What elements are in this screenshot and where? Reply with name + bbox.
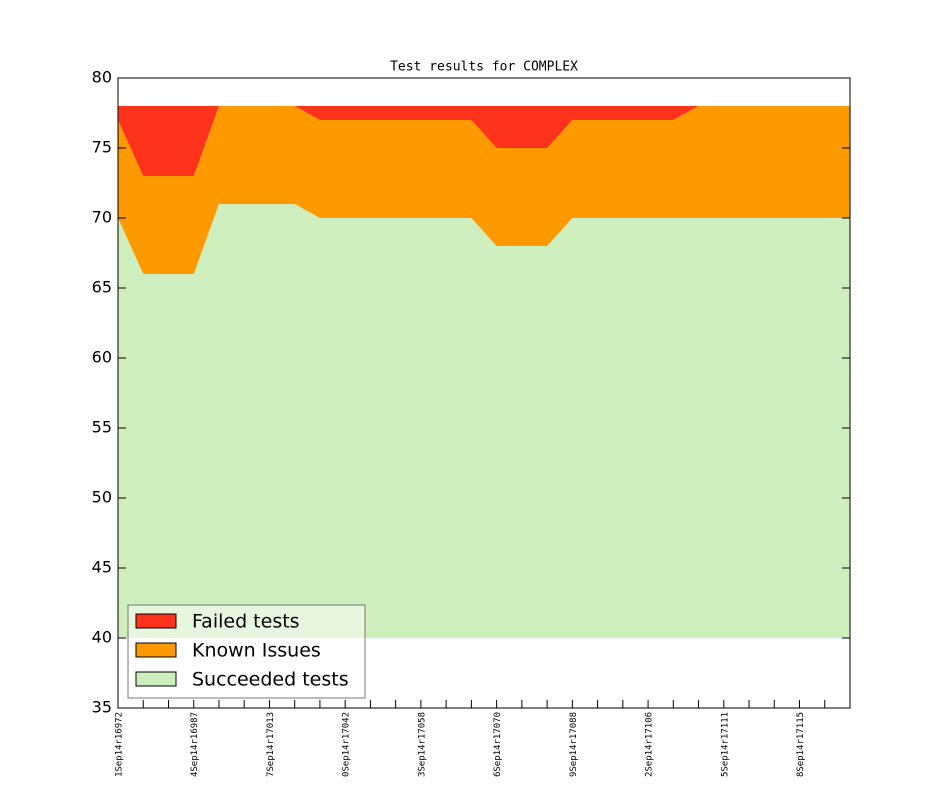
y-tick-label: 75 xyxy=(92,138,112,157)
y-tick-label: 60 xyxy=(92,348,112,367)
y-tick-label: 65 xyxy=(92,278,112,297)
x-tick-label: 5Sep14r17111 xyxy=(720,712,730,777)
plot-frame xyxy=(117,77,851,709)
x-tick-label: 9Sep14r17088 xyxy=(569,712,579,777)
x-tick-label: 8Sep14r17115 xyxy=(796,712,806,777)
area xyxy=(118,204,850,638)
x-tick-label: 0Sep14r17042 xyxy=(342,712,352,777)
legend: Failed tests Known Issues Succeeded tests xyxy=(127,604,366,699)
legend-swatch xyxy=(135,613,177,629)
legend-swatch xyxy=(135,671,177,687)
y-tick-label: 70 xyxy=(92,208,112,227)
area xyxy=(118,106,850,274)
y-tick-label: 35 xyxy=(92,698,112,717)
y-tick-label: 50 xyxy=(92,488,112,507)
x-tick-label: 7Sep14r17013 xyxy=(266,712,276,777)
y-tick-label: 55 xyxy=(92,418,112,437)
legend-label: Known Issues xyxy=(192,640,321,662)
legend-label: Succeeded tests xyxy=(192,669,349,691)
y-tick-label: 80 xyxy=(92,68,112,87)
x-tick-label: 3Sep14r17058 xyxy=(417,712,427,777)
x-tick-label: 6Sep14r17070 xyxy=(493,712,503,777)
y-tick-label: 40 xyxy=(92,628,112,647)
area xyxy=(118,106,850,176)
x-tick-label: 1Sep14r16972 xyxy=(115,712,125,777)
x-tick-label: 2Sep14r17106 xyxy=(645,712,655,777)
x-tick-label: 4Sep14r16987 xyxy=(190,712,200,777)
chart-title: Test results for COMPLEX xyxy=(390,60,578,75)
y-tick-label: 45 xyxy=(92,558,112,577)
legend-swatch xyxy=(135,642,177,658)
legend-label: Failed tests xyxy=(192,611,300,633)
